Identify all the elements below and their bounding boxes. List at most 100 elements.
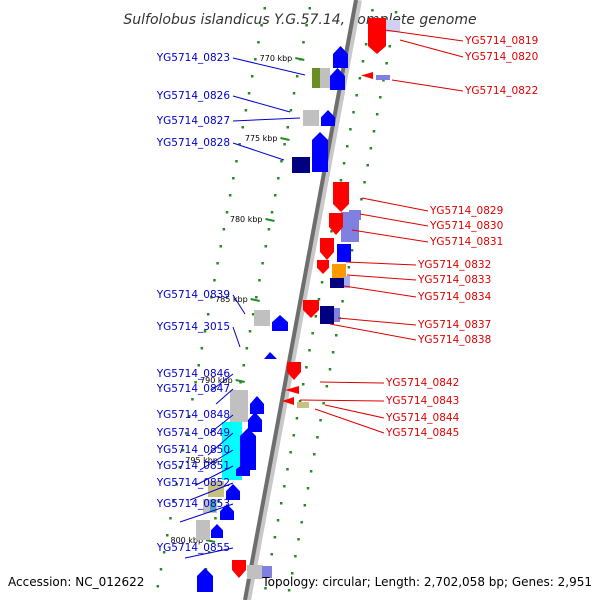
gene-0846-arrow: [250, 396, 264, 414]
track-dot-right-inner: [301, 383, 305, 386]
gene-0830-body: [341, 212, 359, 242]
track-dot-right-outer: [294, 555, 297, 558]
track-dot-right-outer: [297, 538, 300, 541]
track-dot-right-outer: [313, 453, 316, 456]
track-dot-left-outer: [254, 58, 257, 61]
track-dot-right-outer: [379, 96, 382, 99]
leader-line-YG5714_0822: [391, 79, 464, 92]
track-dot-left-outer: [175, 483, 178, 486]
track-dot-left-outer: [257, 41, 260, 44]
leader-line-YG5714_0833: [346, 274, 417, 281]
gene-0834-block: [330, 278, 344, 288]
leader-line-YG5714_0842: [319, 381, 385, 384]
gene-0832-arrow: [320, 238, 334, 260]
track-dot-left-inner: [308, 7, 312, 10]
tick-mark-2: [265, 218, 275, 222]
track-dot-right-outer: [341, 300, 344, 303]
track-dot-right-inner: [339, 179, 343, 182]
gene-0820-block: [386, 20, 400, 32]
gene-0851-arrow: [226, 484, 240, 500]
gene-label-YG5714_0853: YG5714_0853: [156, 498, 230, 510]
leader-line-YG5714_0819: [384, 29, 464, 42]
leader-line-YG5714_0848: [209, 414, 234, 434]
leader-line-YG5714_0827: [232, 117, 301, 122]
track-dot-left-inner: [255, 296, 258, 299]
track-dot-right-outer: [290, 572, 294, 575]
track-dot-right-outer: [303, 504, 307, 507]
track-dot-right-inner: [330, 230, 333, 233]
tick-mark-4: [235, 379, 245, 383]
track-dot-right-inner: [361, 60, 365, 63]
gene-label-YG5714_0823: YG5714_0823: [156, 52, 230, 64]
tick-label-3: 785 kbp: [215, 295, 248, 304]
track-dot-right-outer: [309, 470, 313, 473]
track-dot-right-outer: [382, 79, 385, 82]
track-dot-right-outer: [322, 402, 325, 405]
gene-label-YG5714_0837: YG5714_0837: [417, 319, 491, 331]
track-dot-left-outer: [222, 228, 226, 231]
track-dot-right-outer: [366, 164, 369, 167]
track-dot-right-inner: [289, 451, 292, 454]
gene-label-YG5714_0838: YG5714_0838: [417, 334, 491, 346]
gene-0828-arrow: [312, 132, 328, 172]
map-title: Sulfolobus islandicus Y.G.57.14, complet…: [123, 12, 476, 28]
gene-label-YG5714_0855: YG5714_0855: [156, 542, 230, 554]
track-dot-right-inner: [358, 77, 362, 80]
track-dot-left-inner: [245, 347, 249, 350]
track-dot-left-inner: [277, 177, 280, 180]
track-dot-left-outer: [169, 517, 172, 520]
gene-label-YG5714_0847: YG5714_0847: [156, 383, 230, 395]
gene-0837-arrow: [303, 300, 319, 318]
leader-line-YG5714_0847: [215, 388, 234, 405]
track-dot-right-inner: [264, 587, 267, 590]
gene-0842-arrow: [287, 362, 301, 380]
gene-label-YG5714_0846: YG5714_0846: [156, 368, 231, 380]
track-dot-right-inner: [292, 434, 296, 437]
track-dot-left-outer: [194, 381, 197, 384]
gene-0852-teal: [210, 500, 216, 512]
leader-line-YG5714_3015: [232, 326, 241, 348]
track-dot-right-outer: [331, 351, 335, 354]
tick-label-1: 775 kbp: [245, 134, 278, 143]
track-dot-right-outer: [363, 181, 366, 184]
track-dot-right-outer: [385, 62, 388, 65]
track-dot-left-inner: [251, 313, 255, 316]
gene-label-YG5714_0819: YG5714_0819: [464, 35, 538, 47]
track-dot-right-outer: [300, 521, 303, 524]
track-dot-left-outer: [166, 534, 169, 537]
track-dot-right-outer: [287, 589, 291, 592]
track-dot-left-inner: [258, 279, 261, 282]
track-dot-left-outer: [184, 432, 188, 435]
track-dot-right-inner: [273, 536, 277, 539]
tick-mark-1: [280, 137, 290, 141]
track-dot-right-inner: [317, 298, 321, 301]
track-dot-right-inner: [352, 111, 355, 114]
track-dot-right-inner: [314, 315, 318, 318]
leader-line-YG5714_0838: [329, 323, 417, 341]
topology-label: Topology: circular; Length: 2,702,058 bp…: [261, 575, 592, 589]
gene-0823-gray: [320, 68, 330, 88]
genome-backbone: [243, 0, 358, 600]
track-dot-left-outer: [228, 194, 232, 197]
track-dot-left-inner: [283, 143, 286, 146]
track-dot-left-inner: [302, 41, 305, 44]
gene-0839-block: [254, 310, 270, 326]
gene-0833-block: [332, 264, 346, 278]
tick-label-6: 800 kbp: [170, 536, 203, 545]
gene-label-YG5714_0831: YG5714_0831: [429, 236, 503, 248]
gene-label-YG5714_0848: YG5714_0848: [156, 409, 230, 421]
leader-line-YG5714_0849: [207, 432, 234, 456]
track-dot-left-inner: [248, 330, 252, 333]
track-dot-right-inner: [279, 502, 283, 505]
leader-line-YG5714_0832: [345, 261, 417, 266]
gene-label-YG5714_0830: YG5714_0830: [429, 220, 503, 232]
track-dot-right-inner: [298, 400, 302, 403]
gene-label-YG5714_0820: YG5714_0820: [464, 51, 538, 63]
track-dot-left-inner: [292, 92, 296, 95]
track-dot-left-outer: [241, 126, 245, 129]
track-dot-left-outer: [247, 92, 251, 95]
leader-line-YG5714_0829: [361, 197, 429, 212]
accession-label: Accession: NC_012622: [8, 575, 144, 589]
gene-label-YG5714_0843: YG5714_0843: [385, 395, 459, 407]
track-dot-right-outer: [375, 113, 379, 116]
